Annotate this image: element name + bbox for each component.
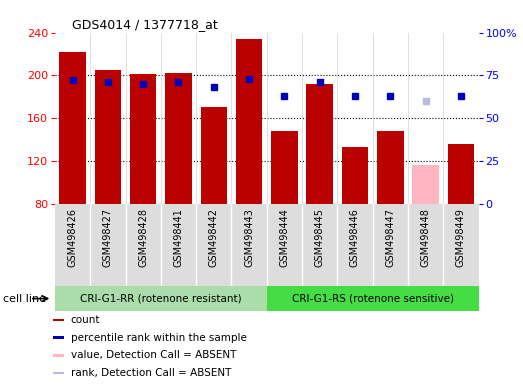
Text: GDS4014 / 1377718_at: GDS4014 / 1377718_at <box>72 18 218 31</box>
Text: count: count <box>71 315 100 325</box>
Bar <box>95 70 121 204</box>
Bar <box>53 354 64 357</box>
Bar <box>271 131 298 204</box>
Text: GSM498441: GSM498441 <box>174 208 184 266</box>
Text: GSM498449: GSM498449 <box>456 208 466 266</box>
Text: GSM498428: GSM498428 <box>138 208 148 266</box>
Text: cell line: cell line <box>3 293 46 304</box>
Bar <box>306 84 333 204</box>
Bar <box>412 165 439 204</box>
Text: CRI-G1-RS (rotenone sensitive): CRI-G1-RS (rotenone sensitive) <box>292 293 453 304</box>
Text: GSM498442: GSM498442 <box>209 208 219 266</box>
Text: value, Detection Call = ABSENT: value, Detection Call = ABSENT <box>71 351 236 361</box>
Bar <box>53 372 64 374</box>
Text: rank, Detection Call = ABSENT: rank, Detection Call = ABSENT <box>71 368 231 378</box>
Text: GSM498446: GSM498446 <box>350 208 360 266</box>
Text: GSM498447: GSM498447 <box>385 208 395 266</box>
Text: GSM498427: GSM498427 <box>103 208 113 267</box>
Bar <box>130 74 156 204</box>
Bar <box>377 131 404 204</box>
Bar <box>53 336 64 339</box>
Text: GSM498444: GSM498444 <box>279 208 289 266</box>
Text: GSM498443: GSM498443 <box>244 208 254 266</box>
Text: GSM498426: GSM498426 <box>67 208 77 266</box>
Text: CRI-G1-RR (rotenone resistant): CRI-G1-RR (rotenone resistant) <box>80 293 242 304</box>
Bar <box>55 286 267 311</box>
Bar <box>200 108 227 204</box>
Text: percentile rank within the sample: percentile rank within the sample <box>71 333 246 343</box>
Bar <box>165 73 192 204</box>
Bar <box>342 147 368 204</box>
Bar <box>448 144 474 204</box>
Bar <box>236 39 263 204</box>
Bar <box>53 319 64 321</box>
Text: GSM498448: GSM498448 <box>420 208 430 266</box>
Text: GSM498445: GSM498445 <box>315 208 325 266</box>
Bar <box>59 52 86 204</box>
Bar <box>267 286 479 311</box>
